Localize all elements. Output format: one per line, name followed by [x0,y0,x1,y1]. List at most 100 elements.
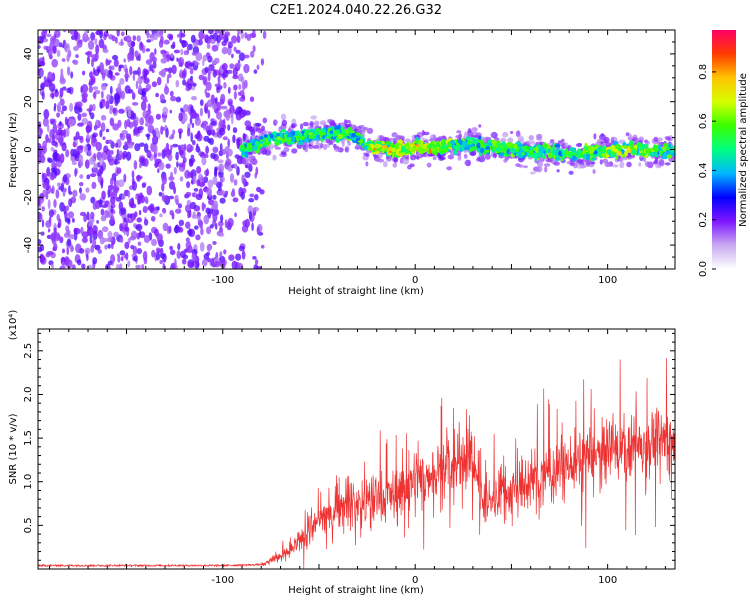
noise-cell [180,250,187,259]
noise-cell [232,67,238,77]
noise-cell [99,157,105,164]
noise-cell [84,30,88,39]
noise-cell [185,240,192,250]
ridge-core-cell [463,146,470,151]
noise-cell [232,74,239,80]
noise-cell [50,146,55,152]
noise-cell [199,242,205,252]
noise-cell [236,166,240,176]
noise-cell [101,90,104,99]
noise-cell [127,108,132,118]
noise-cell [208,191,212,198]
noise-cell [213,168,218,178]
noise-cell [143,77,150,84]
noise-cell [137,66,141,77]
noise-cell [41,30,46,38]
noise-cell [62,191,66,197]
noise-cell [168,195,174,200]
colorbar: 0.0 0.2 0.4 0.6 0.8 Normalized spectral ampl… [698,30,749,277]
noise-cell [104,244,108,250]
noise-cell [136,35,141,42]
noise-cell [232,127,238,134]
noise-cell [101,83,107,91]
noise-cell [134,50,139,58]
noise-cell [92,103,96,112]
noise-cell [227,217,234,228]
ridge-halo-cell [471,127,478,132]
ridge-halo-cell [423,131,430,136]
noise-cell [207,66,212,75]
ridge-core-cell [469,137,475,141]
noise-cell [137,195,141,205]
noise-cell [81,117,89,125]
noise-cell [241,250,246,260]
noise-cell [90,32,96,41]
noise-cell [86,254,89,262]
ridge-core-cell [418,139,422,144]
noise-cell [56,49,61,58]
noise-cell [176,57,179,62]
y-tick-label: 0.5 [23,517,34,533]
noise-cell [114,72,120,76]
noise-cell [40,231,45,236]
noise-cell [136,232,141,240]
ridge-core-cell [521,151,525,156]
colorbar-tick-label: 0.2 [698,212,709,228]
ridge-core-cell [376,144,382,148]
noise-cell [59,134,64,139]
noise-cell [219,197,226,204]
noise-cell [181,258,187,265]
noise-cell [204,66,209,73]
noise-cell [42,182,49,190]
noise-cell [90,54,98,59]
noise-cell [140,95,148,101]
noise-cell [107,188,111,199]
snr-y-label: SNR (10 * v/v) [8,413,19,484]
noise-cell [96,220,99,224]
noise-cell [168,225,172,234]
noise-cell [97,249,102,254]
noise-cell [214,30,221,34]
noise-cell [81,70,86,76]
ridge-core-cell [616,151,622,156]
noise-cell [136,248,143,255]
noise-cell [231,114,234,125]
noise-cell [65,205,70,212]
ridge-halo-cell [523,165,528,169]
noise-cell [142,206,148,213]
noise-cell [195,193,203,201]
noise-cell [100,179,104,189]
noise-cell [207,55,213,63]
ridge-core-cell [668,142,672,148]
ridge-halo-cell [518,164,524,168]
ridge-halo-cell [664,162,671,166]
noise-cell [212,241,217,245]
noise-cell [81,92,88,99]
ridge-halo-cell [322,143,328,150]
ridge-halo-cell [545,159,553,163]
ridge-core-cell [284,133,287,139]
noise-cell [99,30,104,39]
noise-cell [196,143,199,149]
ridge-halo-cell [619,157,624,163]
noise-cell [128,198,135,209]
ridge-core-cell [514,143,518,150]
noise-cell [194,225,199,230]
noise-cell [81,263,86,269]
ridge-core-cell [296,130,301,136]
ridge-core-cell [454,150,458,154]
ridge-core-cell [501,145,508,150]
ridge-halo-cell [528,135,534,141]
noise-cell [74,168,77,177]
noise-cell [249,193,255,198]
noise-cell [143,158,149,167]
noise-cell [179,176,184,182]
noise-cell [91,58,94,68]
y-tick-label: -20 [23,189,34,205]
ridge-halo-cell [525,140,532,145]
ridge-core-cell [400,145,406,153]
noise-cell [190,34,196,43]
noise-cell [219,119,223,125]
ridge-core-cell [547,148,551,153]
noise-cell [45,220,52,228]
